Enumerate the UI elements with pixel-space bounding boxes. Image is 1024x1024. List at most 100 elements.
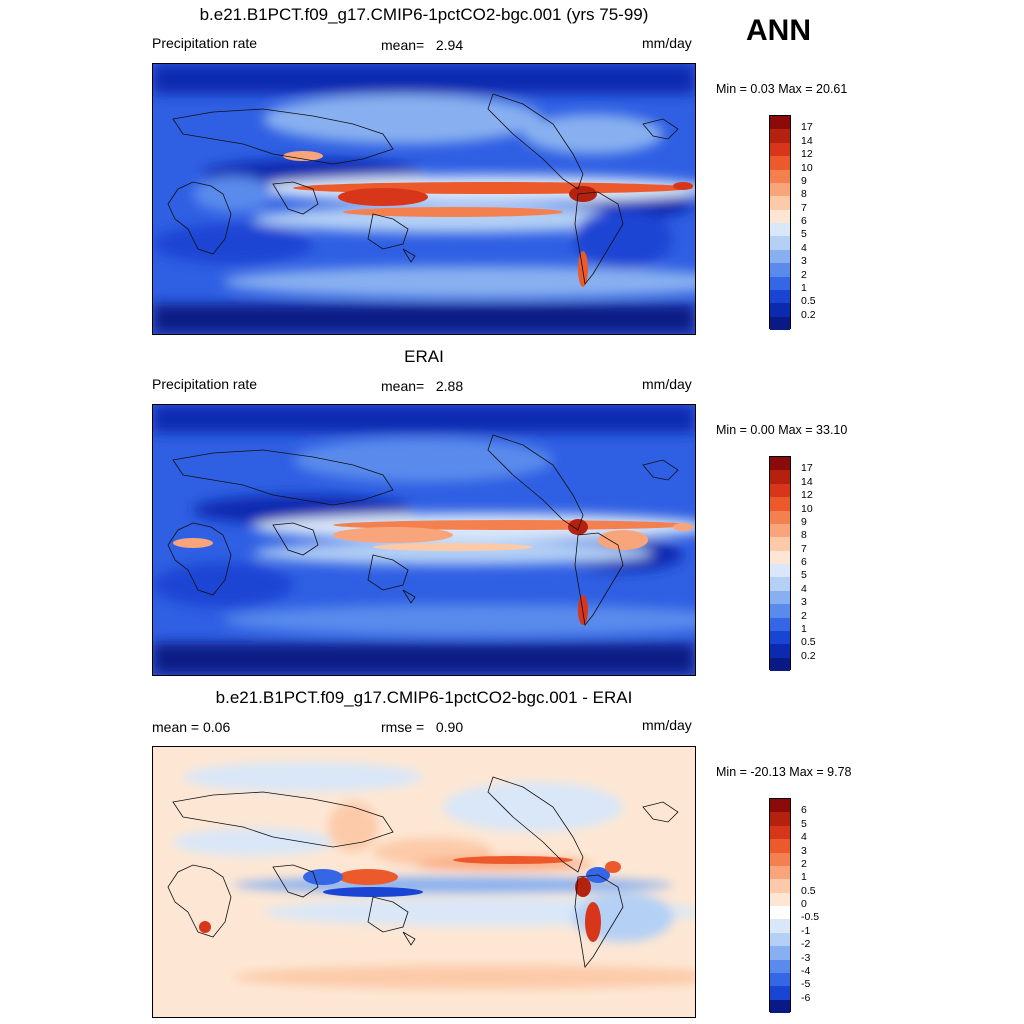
colorbar-segment [770, 865, 790, 880]
colorbar-segment [770, 932, 790, 947]
colorbar-segment [770, 550, 790, 564]
panel-2-stat-label: mean= 2.88 [381, 378, 463, 394]
colorbar-segment [770, 959, 790, 973]
colorbar-segment [770, 657, 790, 671]
colorbar-segment [770, 852, 790, 866]
colorbar-tick-label: 7 [801, 542, 807, 555]
colorbar-segment [770, 510, 790, 524]
colorbar-tick-label: 8 [801, 529, 807, 542]
panel-1-colorbar [769, 115, 791, 330]
panel-2-colorbar [769, 456, 791, 671]
panel-1-title: b.e21.B1PCT.f09_g17.CMIP6-1pctCO2-bgc.00… [199, 5, 649, 24]
panel-2-mean-label: mean= [381, 378, 425, 394]
colorbar-segment [770, 276, 790, 290]
panel-2-title: ERAI [404, 347, 444, 366]
colorbar-tick-label: -5 [801, 978, 811, 991]
panel-2-minmax: Min = 0.00 Max = 33.10 [716, 423, 848, 437]
colorbar-tick-label: -0.5 [801, 911, 820, 924]
colorbar-segment [770, 825, 790, 840]
colorbar-tick-label: 3 [801, 844, 807, 857]
colorbar-segment [770, 839, 790, 853]
colorbar-tick-label: -4 [801, 964, 811, 977]
colorbar-segment [770, 289, 790, 304]
colorbar-tick-label: 4 [801, 241, 807, 254]
colorbar-tick-label: 4 [801, 831, 807, 844]
colorbar-tick-label: 6 [801, 215, 807, 227]
colorbar-tick-label: 14 [801, 134, 813, 147]
panel-2-colorbar-labels: 17 14 12 10 9 8 7 6 5 4 3 2 1 0.5 0.2 [801, 456, 841, 670]
colorbar-segment [770, 169, 790, 183]
colorbar-tick-label: 3 [801, 596, 807, 609]
colorbar-segment [770, 470, 790, 484]
colorbar-tick-label: 12 [801, 148, 813, 161]
panel-3-rmse-value: 0.90 [435, 719, 464, 735]
panel-3-stat-label: rmse = 0.90 [381, 719, 463, 735]
colorbar-segment [770, 316, 790, 330]
panel-3-map [152, 746, 696, 1018]
colorbar-segment [770, 303, 790, 317]
colorbar-tick-label: 1 [801, 622, 807, 635]
colorbar-tick-label: -3 [801, 951, 811, 964]
colorbar-segment [770, 590, 790, 605]
colorbar-tick-label: 0.2 [801, 649, 816, 662]
colorbar-tick-label: 0.5 [801, 636, 816, 649]
panel-1-variable-label: Precipitation rate [152, 35, 258, 51]
colorbar-segment [770, 644, 790, 658]
colorbar-tick-label: -1 [801, 924, 811, 937]
colorbar-segment [770, 182, 790, 197]
panel-3-colorbar [769, 798, 791, 1013]
panel-1-mean-value: 2.94 [435, 37, 464, 53]
panel-3-title: b.e21.B1PCT.f09_g17.CMIP6-1pctCO2-bgc.00… [215, 688, 633, 707]
colorbar-tick-label: 4 [801, 582, 807, 595]
colorbar-segment [770, 906, 790, 920]
colorbar-tick-label: 6 [801, 556, 807, 568]
colorbar-segment [770, 142, 790, 157]
panel-1-minmax: Min = 0.03 Max = 20.61 [716, 82, 848, 96]
colorbar-tick-label: -2 [801, 938, 811, 951]
colorbar-segment [770, 483, 790, 498]
colorbar-segment [770, 116, 790, 130]
colorbar-segment [770, 799, 790, 813]
panel-3-minmax: Min = -20.13 Max = 9.78 [716, 765, 852, 779]
colorbar-tick-label: 5 [801, 228, 807, 241]
colorbar-tick-label: 2 [801, 609, 807, 622]
colorbar-tick-label: 10 [801, 161, 813, 174]
colorbar-segment [770, 263, 790, 277]
panel-3-rmse-label: rmse = [381, 719, 425, 735]
colorbar-tick-label: 17 [801, 462, 813, 475]
colorbar-segment [770, 604, 790, 618]
panel-2-map [152, 404, 696, 676]
colorbar-tick-label: 0 [801, 898, 807, 910]
colorbar-segment [770, 457, 790, 471]
colorbar-tick-label: 6 [801, 804, 807, 817]
colorbar-segment [770, 249, 790, 264]
colorbar-segment [770, 223, 790, 237]
colorbar-segment [770, 617, 790, 631]
colorbar-segment [770, 129, 790, 143]
panel-3-colorbar-labels: 6 5 4 3 2 1 0.5 0 -0.5 -1 -2 -3 -4 -5 -6 [801, 798, 841, 1012]
colorbar-segment [770, 919, 790, 933]
colorbar-tick-label: 1 [801, 871, 807, 884]
colorbar-segment [770, 577, 790, 591]
colorbar-segment [770, 946, 790, 960]
colorbar-tick-label: 10 [801, 502, 813, 515]
colorbar-segment [770, 209, 790, 223]
colorbar-tick-label: 0.2 [801, 308, 816, 321]
panel-2-units: mm/day [642, 376, 692, 392]
colorbar-tick-label: 9 [801, 515, 807, 528]
colorbar-tick-label: 8 [801, 188, 807, 201]
colorbar-segment [770, 523, 790, 538]
colorbar-tick-label: 5 [801, 817, 807, 830]
colorbar-tick-label: 0.5 [801, 295, 816, 308]
colorbar-tick-label: 2 [801, 268, 807, 281]
colorbar-tick-label: 0.5 [801, 884, 816, 897]
colorbar-segment [770, 879, 790, 893]
colorbar-tick-label: 17 [801, 121, 813, 134]
colorbar-tick-label: 2 [801, 857, 807, 870]
panel-3-units: mm/day [642, 717, 692, 733]
colorbar-segment [770, 236, 790, 250]
colorbar-segment [770, 497, 790, 511]
colorbar-tick-label: 12 [801, 489, 813, 502]
panel-2-mean-value: 2.88 [435, 378, 464, 394]
panel-1-mean-label: mean= [381, 37, 425, 53]
